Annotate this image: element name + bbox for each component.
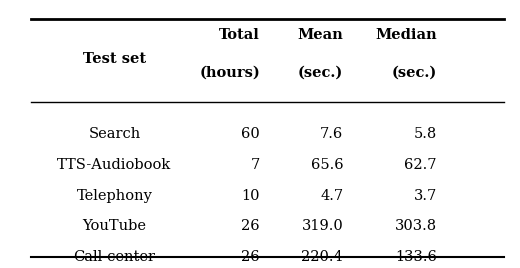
Text: (sec.): (sec.)	[298, 65, 343, 79]
Text: 62.7: 62.7	[405, 158, 437, 172]
Text: 10: 10	[241, 189, 260, 203]
Text: Search: Search	[88, 127, 140, 141]
Text: 60: 60	[241, 127, 260, 141]
Text: Median: Median	[375, 28, 437, 42]
Text: Mean: Mean	[297, 28, 343, 42]
Text: 303.8: 303.8	[395, 219, 437, 233]
Text: 4.7: 4.7	[320, 189, 343, 203]
Text: Test set: Test set	[83, 52, 146, 66]
Text: 319.0: 319.0	[302, 219, 343, 233]
Text: 133.6: 133.6	[395, 250, 437, 264]
Text: 220.4: 220.4	[302, 250, 343, 264]
Text: (sec.): (sec.)	[392, 65, 437, 79]
Text: 26: 26	[241, 250, 260, 264]
Text: 7.6: 7.6	[320, 127, 343, 141]
Text: 26: 26	[241, 219, 260, 233]
Text: 65.6: 65.6	[310, 158, 343, 172]
Text: TTS-Audiobook: TTS-Audiobook	[57, 158, 172, 172]
Text: 3.7: 3.7	[413, 189, 437, 203]
Text: (hours): (hours)	[199, 65, 260, 79]
Text: 5.8: 5.8	[413, 127, 437, 141]
Text: Total: Total	[219, 28, 260, 42]
Text: Call-center: Call-center	[73, 250, 155, 264]
Text: Telephony: Telephony	[76, 189, 152, 203]
Text: 7: 7	[251, 158, 260, 172]
Text: YouTube: YouTube	[82, 219, 147, 233]
